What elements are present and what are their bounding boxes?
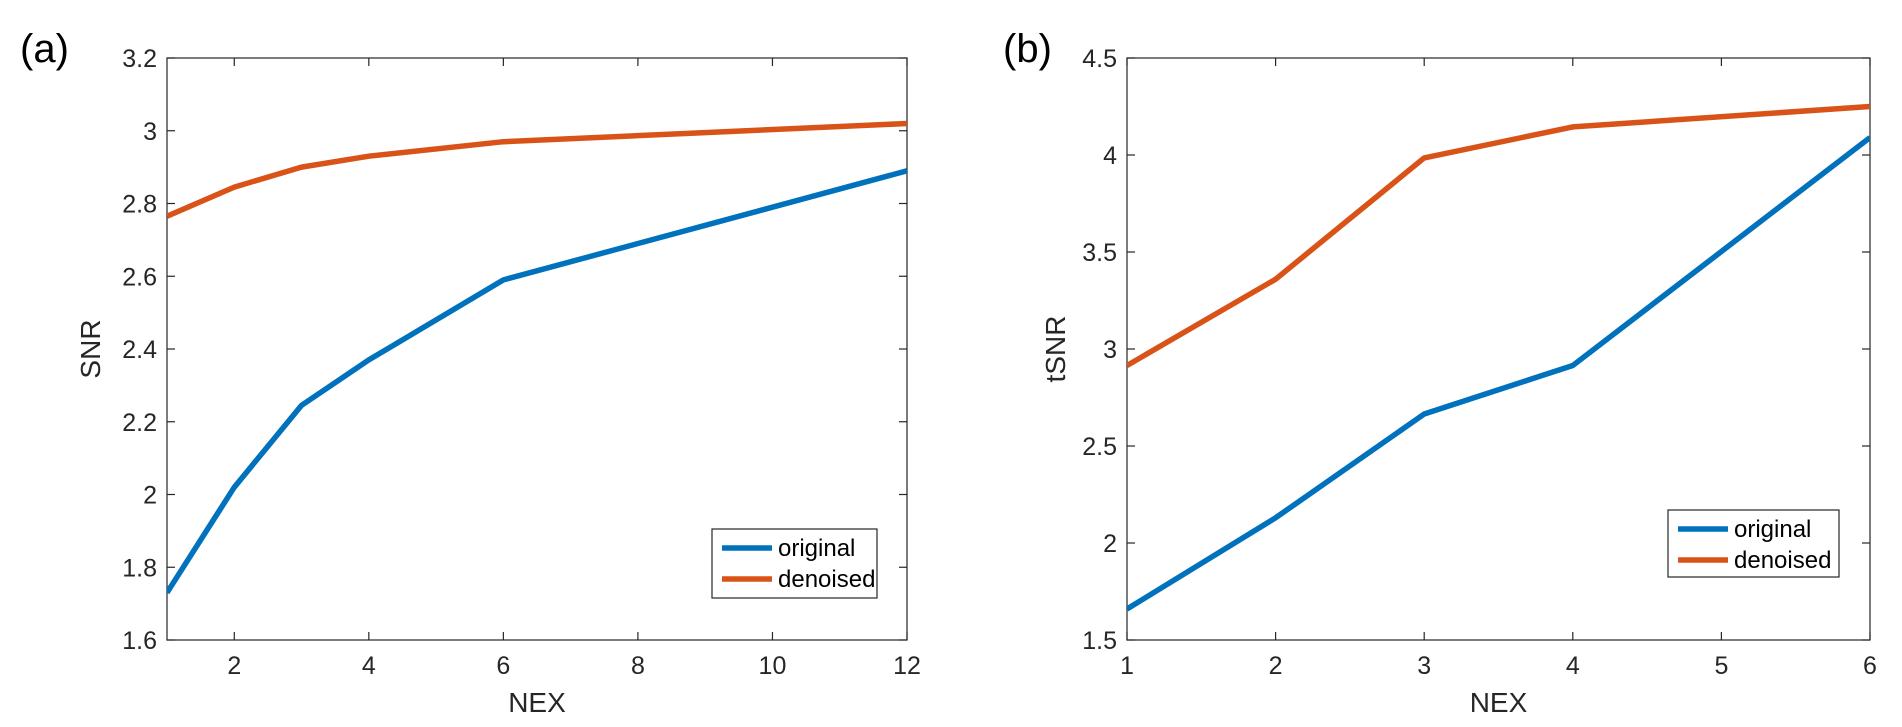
panel-b-label: (b) bbox=[1003, 27, 1052, 71]
panel-a-y-axis-label: SNR bbox=[75, 319, 106, 378]
panel-b-xtick-label: 2 bbox=[1269, 652, 1283, 680]
panel-a-ytick-label: 2.2 bbox=[122, 409, 157, 437]
panel-a-ytick-label: 3.2 bbox=[122, 45, 157, 73]
panel-b-xtick-label: 1 bbox=[1120, 652, 1134, 680]
panel-b-legend-label-original: original bbox=[1734, 516, 1811, 543]
panel-a-xtick-label: 10 bbox=[759, 652, 787, 680]
panel-b-xtick-label: 5 bbox=[1714, 652, 1728, 680]
panel-a-ytick-label: 2.6 bbox=[122, 263, 157, 291]
panel-a-label: (a) bbox=[20, 27, 69, 71]
panel-a-x-axis-label: NEX bbox=[508, 687, 566, 718]
panel-b-series-denoised bbox=[1127, 103, 1870, 368]
panel-b-xtick-label: 4 bbox=[1566, 652, 1580, 680]
panel-a-legend-box bbox=[711, 528, 878, 599]
panel-b-legend-box bbox=[1667, 509, 1840, 578]
panel-a-xtick-label: 4 bbox=[362, 652, 376, 680]
panel-b-xtick-label: 3 bbox=[1417, 652, 1431, 680]
panel-a-legend-label-original: original bbox=[778, 535, 855, 562]
panel-b-y-axis-label: tSNR bbox=[1040, 316, 1071, 383]
panel-b-ytick-label: 1.5 bbox=[1082, 627, 1117, 655]
panel-a-xtick-label: 12 bbox=[893, 652, 921, 680]
panel-b-ytick-label: 2 bbox=[1103, 530, 1117, 558]
panel-b-legend-label-denoised: denoised bbox=[1734, 547, 1831, 574]
panel-a-series-denoised bbox=[167, 120, 907, 219]
panel-b-ytick-label: 2.5 bbox=[1082, 433, 1117, 461]
panel-a-ytick-label: 2.8 bbox=[122, 191, 157, 219]
panel-b-ytick-label: 3 bbox=[1103, 336, 1117, 364]
panel-a-xtick-label: 6 bbox=[496, 652, 510, 680]
panel-b-ytick-label: 3.5 bbox=[1082, 239, 1117, 267]
panel-b-x-axis-label: NEX bbox=[1470, 687, 1528, 718]
panel-a-ytick-label: 3 bbox=[143, 118, 157, 146]
panel-a-ytick-label: 1.8 bbox=[122, 554, 157, 582]
panel-a-ytick-label: 2 bbox=[143, 482, 157, 510]
panel-a-ytick-label: 1.6 bbox=[122, 627, 157, 655]
panel-b-ytick-label: 4 bbox=[1103, 142, 1117, 170]
panel-a-ytick-label: 2.4 bbox=[122, 336, 157, 364]
panel-b-series-original bbox=[1127, 135, 1870, 612]
panel-b-ytick-label: 4.5 bbox=[1082, 45, 1117, 73]
panel-a-xtick-label: 8 bbox=[631, 652, 645, 680]
panel-b-xtick-label: 6 bbox=[1863, 652, 1877, 680]
panel-a-series-original bbox=[167, 168, 907, 595]
panel-a-legend-label-denoised: denoised bbox=[778, 566, 875, 593]
panel-a-xtick-label: 2 bbox=[227, 652, 241, 680]
